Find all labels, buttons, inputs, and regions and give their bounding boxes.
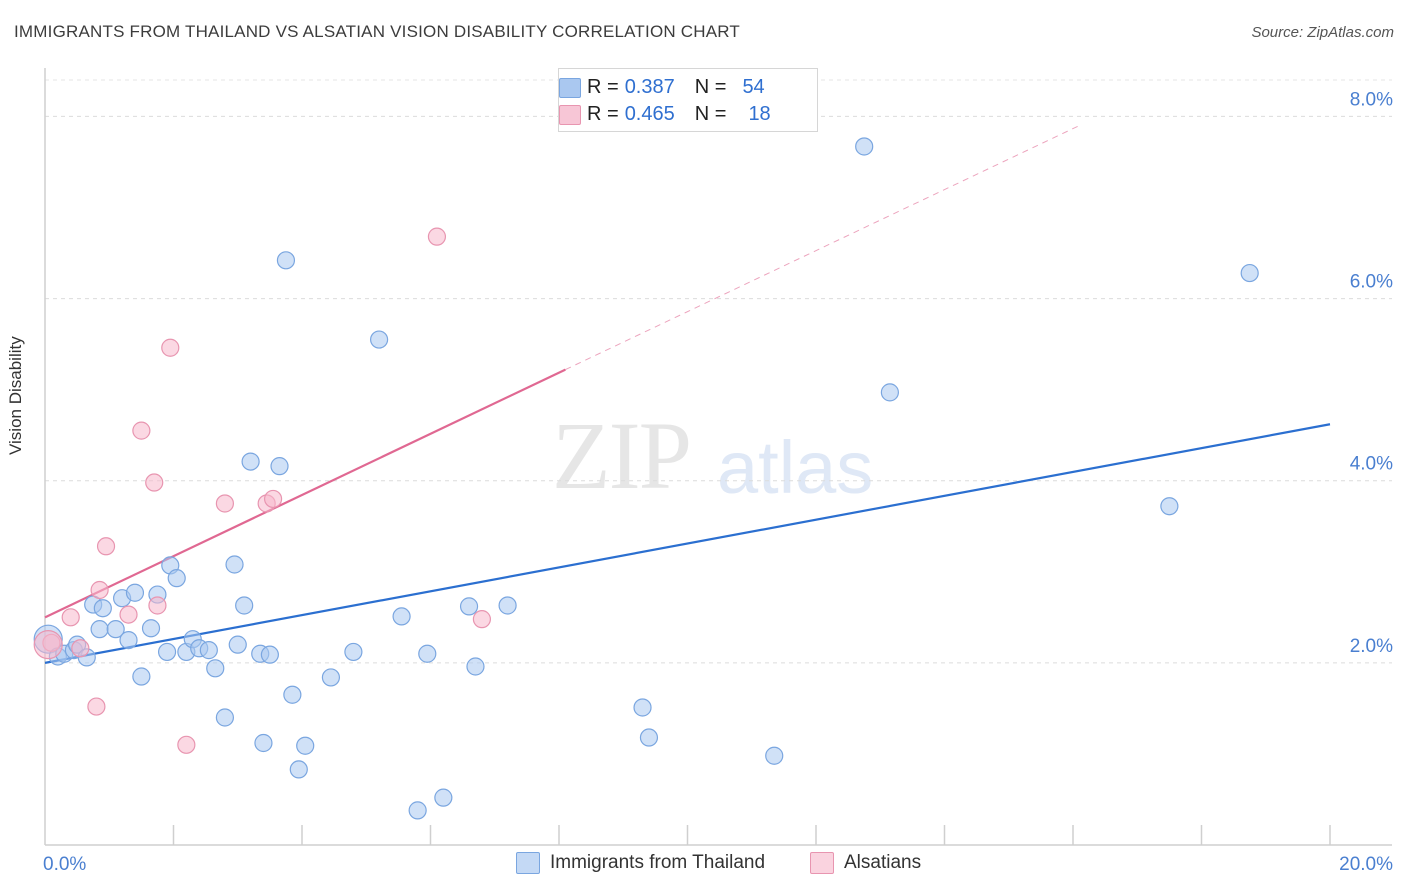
y-tick-label: 4.0% [1350, 454, 1393, 475]
point-thailand [228, 635, 247, 654]
r-value: 0.387 [624, 75, 675, 98]
point-thailand [466, 657, 485, 676]
point-thailand [289, 760, 308, 779]
point-thailand [90, 620, 109, 639]
watermark-atlas: atlas [717, 426, 874, 509]
point-alsatians [427, 227, 447, 246]
point-thailand [125, 583, 145, 602]
point-thailand [283, 685, 302, 704]
point-alsatians [61, 608, 80, 627]
point-thailand [855, 137, 874, 156]
trend-lines [44, 125, 1331, 664]
point-thailand [370, 330, 389, 349]
r-label: R = [587, 102, 619, 125]
n-value: 54 [742, 75, 765, 98]
point-thailand [392, 607, 411, 626]
point-thailand [765, 746, 784, 765]
point-thailand [633, 698, 652, 717]
x-tick-label: 0.0% [43, 854, 86, 875]
trend-line-thailand [44, 423, 1331, 664]
watermark-zip: ZIP [552, 402, 692, 509]
gridlines [45, 79, 1392, 664]
point-alsatians [96, 537, 116, 556]
point-alsatians [33, 630, 63, 660]
point-alsatians [472, 610, 491, 629]
n-label: N = [694, 75, 727, 98]
stats-box: R = 0.387 N = 54 R = 0.465 N = 18 [558, 68, 818, 132]
legend-label-thailand: Immigrants from Thailand [550, 852, 766, 873]
point-thailand [321, 668, 341, 687]
legend-label-alsatians: Alsatians [844, 852, 922, 873]
point-thailand [199, 641, 218, 660]
point-thailand [418, 644, 437, 663]
legend-swatch-alsatians [810, 852, 834, 874]
point-thailand [119, 630, 138, 650]
point-alsatians [148, 596, 167, 615]
point-thailand [1240, 263, 1259, 283]
point-thailand [157, 642, 177, 662]
point-alsatians [263, 489, 283, 509]
point-thailand [344, 642, 363, 662]
point-alsatians [161, 338, 180, 357]
point-thailand [498, 596, 517, 615]
x-tick-label: 20.0% [1339, 854, 1393, 875]
point-thailand [260, 645, 279, 664]
stats-row-alsatians: R = 0.465 N = 18 [559, 101, 771, 127]
legend-item-alsatians[interactable]: Alsatians [810, 852, 921, 874]
thailand-swatch [559, 78, 581, 98]
trend-line-extension-1 [565, 125, 1080, 371]
point-thailand [296, 736, 315, 755]
point-alsatians [145, 473, 164, 492]
data-points [33, 137, 1259, 820]
point-thailand [93, 599, 112, 618]
point-thailand [167, 569, 186, 588]
point-thailand [106, 620, 125, 639]
axes [44, 68, 1392, 846]
n-label: N = [694, 102, 727, 125]
tick-labels: 2.0% 4.0% 6.0% 8.0% 0.0% 20.0% [43, 89, 1393, 875]
point-alsatians [215, 494, 234, 513]
point-thailand [459, 597, 479, 616]
y-tick-label: 6.0% [1350, 272, 1393, 293]
point-thailand [235, 596, 254, 615]
point-thailand [132, 667, 151, 686]
point-alsatians [177, 735, 196, 754]
alsatians-swatch [559, 105, 581, 125]
point-thailand [206, 659, 225, 678]
point-thailand [141, 619, 161, 638]
stats-row-thailand: R = 0.387 N = 54 [559, 74, 765, 100]
point-thailand [1160, 497, 1179, 516]
legend-swatch-thailand [516, 852, 540, 874]
n-value: 18 [748, 102, 771, 125]
point-thailand [241, 452, 260, 471]
point-thailand [880, 383, 899, 402]
r-value: 0.465 [624, 102, 675, 125]
point-thailand [270, 457, 289, 476]
point-alsatians [90, 580, 109, 600]
source-credit: Source: ZipAtlas.com [1251, 24, 1394, 41]
point-thailand [639, 728, 659, 747]
point-thailand [408, 801, 427, 820]
point-alsatians [132, 421, 151, 440]
point-thailand [276, 251, 296, 270]
point-alsatians [119, 605, 138, 624]
y-tick-label: 8.0% [1350, 89, 1393, 110]
legend-item-thailand[interactable]: Immigrants from Thailand [516, 852, 765, 874]
point-alsatians [71, 639, 90, 658]
point-thailand [215, 708, 234, 727]
y-tick-label: 2.0% [1350, 636, 1393, 657]
trend-line-alsatians [44, 368, 566, 619]
point-thailand [254, 733, 273, 753]
r-label: R = [587, 75, 619, 98]
chart-title: IMMIGRANTS FROM THAILAND VS ALSATIAN VIS… [14, 22, 741, 41]
point-alsatians [87, 697, 106, 716]
point-thailand [434, 788, 453, 807]
point-thailand [225, 555, 244, 574]
